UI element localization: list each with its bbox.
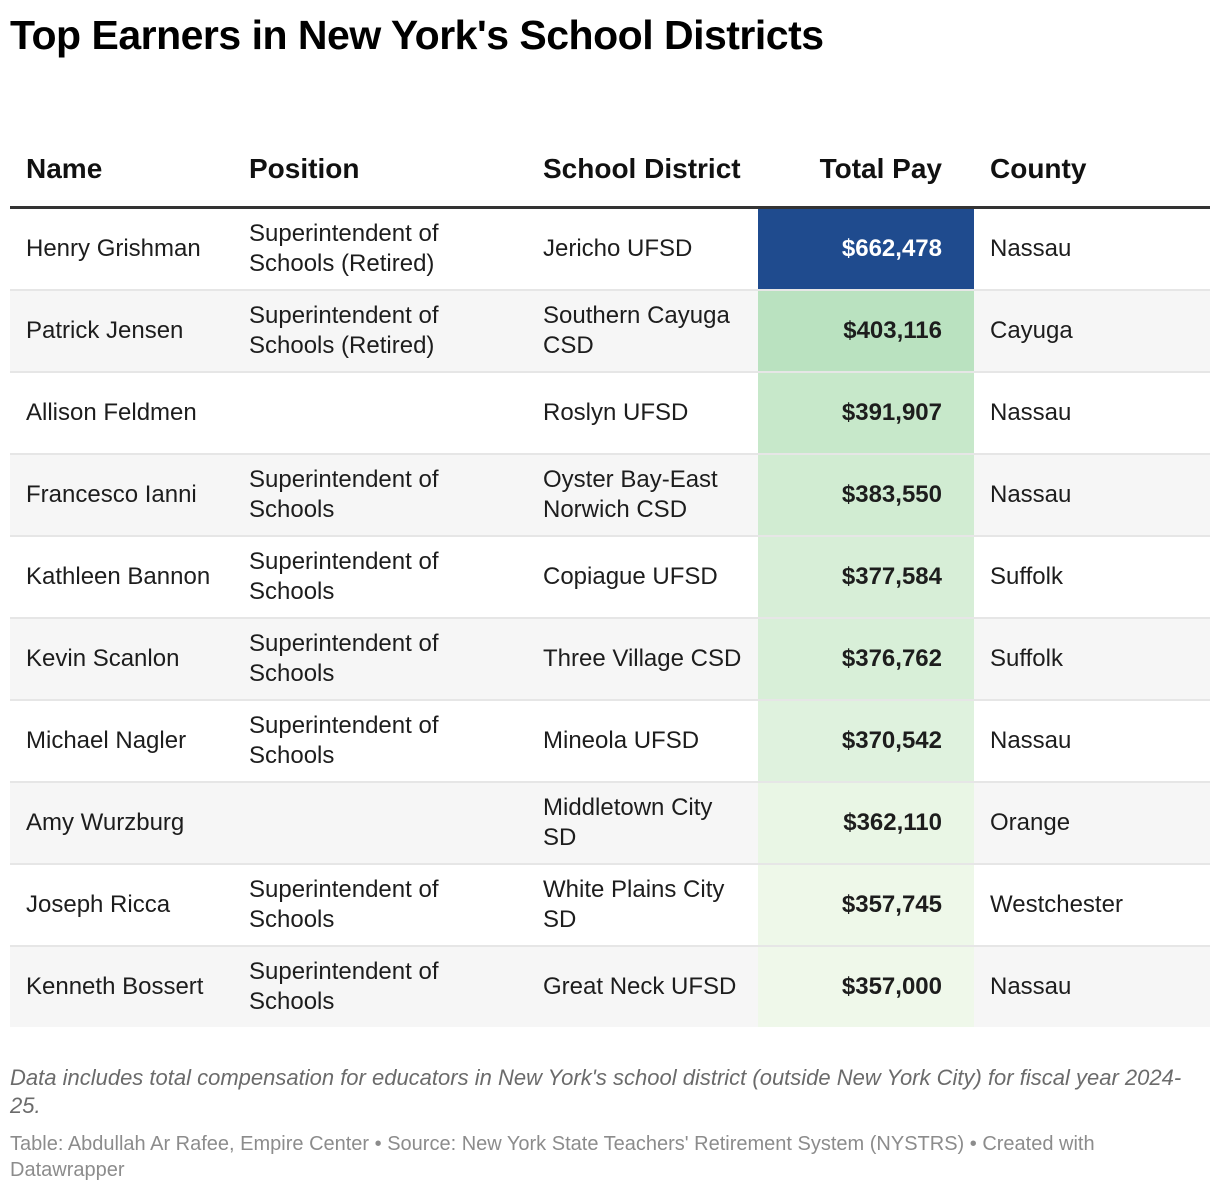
cell-county: Nassau — [974, 700, 1210, 783]
cell-county: Suffolk — [974, 618, 1210, 701]
cell-position: Superintendent of Schools — [233, 536, 527, 619]
cell-school-district: Middletown City SD — [527, 782, 758, 865]
table-row: Joseph Ricca Superintendent of Schools Whi… — [10, 864, 1210, 947]
cell-school-district: Jericho UFSD — [527, 207, 758, 291]
column-header-total-pay[interactable]: Total Pay — [758, 108, 974, 209]
cell-position: Superintendent of Schools — [233, 454, 527, 537]
cell-position: Superintendent of Schools — [233, 946, 527, 1027]
cell-school-district: Three Village CSD — [527, 618, 758, 701]
cell-position: Superintendent of Schools — [233, 700, 527, 783]
table-row: Patrick Jensen Superintendent of Schools … — [10, 290, 1210, 373]
column-header-county[interactable]: County — [974, 108, 1210, 209]
column-header-school-district[interactable]: School District — [527, 108, 758, 209]
cell-name: Amy Wurzburg — [10, 782, 233, 865]
table-body: Henry Grishman Superintendent of Schools … — [10, 207, 1210, 1027]
cell-name: Kenneth Bossert — [10, 946, 233, 1027]
cell-position: Superintendent of Schools — [233, 864, 527, 947]
cell-position — [233, 372, 527, 455]
cell-total-pay: $383,550 — [758, 454, 974, 537]
cell-school-district: White Plains City SD — [527, 864, 758, 947]
cell-name: Allison Feldmen — [10, 372, 233, 455]
table-row: Henry Grishman Superintendent of Schools … — [10, 207, 1210, 291]
cell-name: Joseph Ricca — [10, 864, 233, 947]
cell-school-district: Southern Cayuga CSD — [527, 290, 758, 373]
cell-total-pay: $362,110 — [758, 782, 974, 865]
cell-total-pay: $662,478 — [758, 207, 974, 291]
cell-county: Orange — [974, 782, 1210, 865]
chart-title: Top Earners in New York's School Distric… — [10, 12, 824, 58]
cell-county: Nassau — [974, 207, 1210, 291]
cell-total-pay: $357,745 — [758, 864, 974, 947]
cell-county: Suffolk — [974, 536, 1210, 619]
cell-total-pay: $370,542 — [758, 700, 974, 783]
cell-name: Michael Nagler — [10, 700, 233, 783]
cell-school-district: Mineola UFSD — [527, 700, 758, 783]
table-row: Kenneth Bossert Superintendent of Schools… — [10, 946, 1210, 1027]
table-row: Amy Wurzburg Middletown City SD $362,110 Or… — [10, 782, 1210, 865]
column-header-name[interactable]: Name — [10, 108, 233, 209]
cell-school-district: Copiague UFSD — [527, 536, 758, 619]
cell-total-pay: $403,116 — [758, 290, 974, 373]
cell-position — [233, 782, 527, 865]
table-row: Kevin Scanlon Superintendent of Schools Th… — [10, 618, 1210, 701]
cell-position: Superintendent of Schools (Retired) — [233, 290, 527, 373]
cell-total-pay: $377,584 — [758, 536, 974, 619]
cell-name: Kevin Scanlon — [10, 618, 233, 701]
cell-county: Nassau — [974, 372, 1210, 455]
cell-school-district: Oyster Bay-East Norwich CSD — [527, 454, 758, 537]
cell-county: Cayuga — [974, 290, 1210, 373]
table-header-row: Name Position School District Total Pay … — [10, 108, 1210, 209]
cell-total-pay: $391,907 — [758, 372, 974, 455]
cell-school-district: Roslyn UFSD — [527, 372, 758, 455]
cell-position: Superintendent of Schools — [233, 618, 527, 701]
cell-total-pay: $357,000 — [758, 946, 974, 1027]
column-header-position[interactable]: Position — [233, 108, 527, 209]
table-row: Allison Feldmen Roslyn UFSD $391,907 Nassau — [10, 372, 1210, 455]
cell-name: Kathleen Bannon — [10, 536, 233, 619]
cell-position: Superintendent of Schools (Retired) — [233, 207, 527, 291]
table-row: Michael Nagler Superintendent of Schools M… — [10, 700, 1210, 783]
cell-name: Francesco Ianni — [10, 454, 233, 537]
cell-name: Henry Grishman — [10, 207, 233, 291]
cell-county: Westchester — [974, 864, 1210, 947]
cell-school-district: Great Neck UFSD — [527, 946, 758, 1027]
cell-total-pay: $376,762 — [758, 618, 974, 701]
table-footer: Table: Abdullah Ar Rafee, Empire Center … — [10, 1133, 1095, 1181]
table-row: Francesco Ianni Superintendent of Schools… — [10, 454, 1210, 537]
cell-county: Nassau — [974, 454, 1210, 537]
table-notes: Data includes total compensation for edu… — [10, 1065, 1182, 1118]
cell-name: Patrick Jensen — [10, 290, 233, 373]
cell-county: Nassau — [974, 946, 1210, 1027]
table-row: Kathleen Bannon Superintendent of Schools… — [10, 536, 1210, 619]
earners-table: Name Position School District Total Pay … — [10, 108, 1210, 1027]
